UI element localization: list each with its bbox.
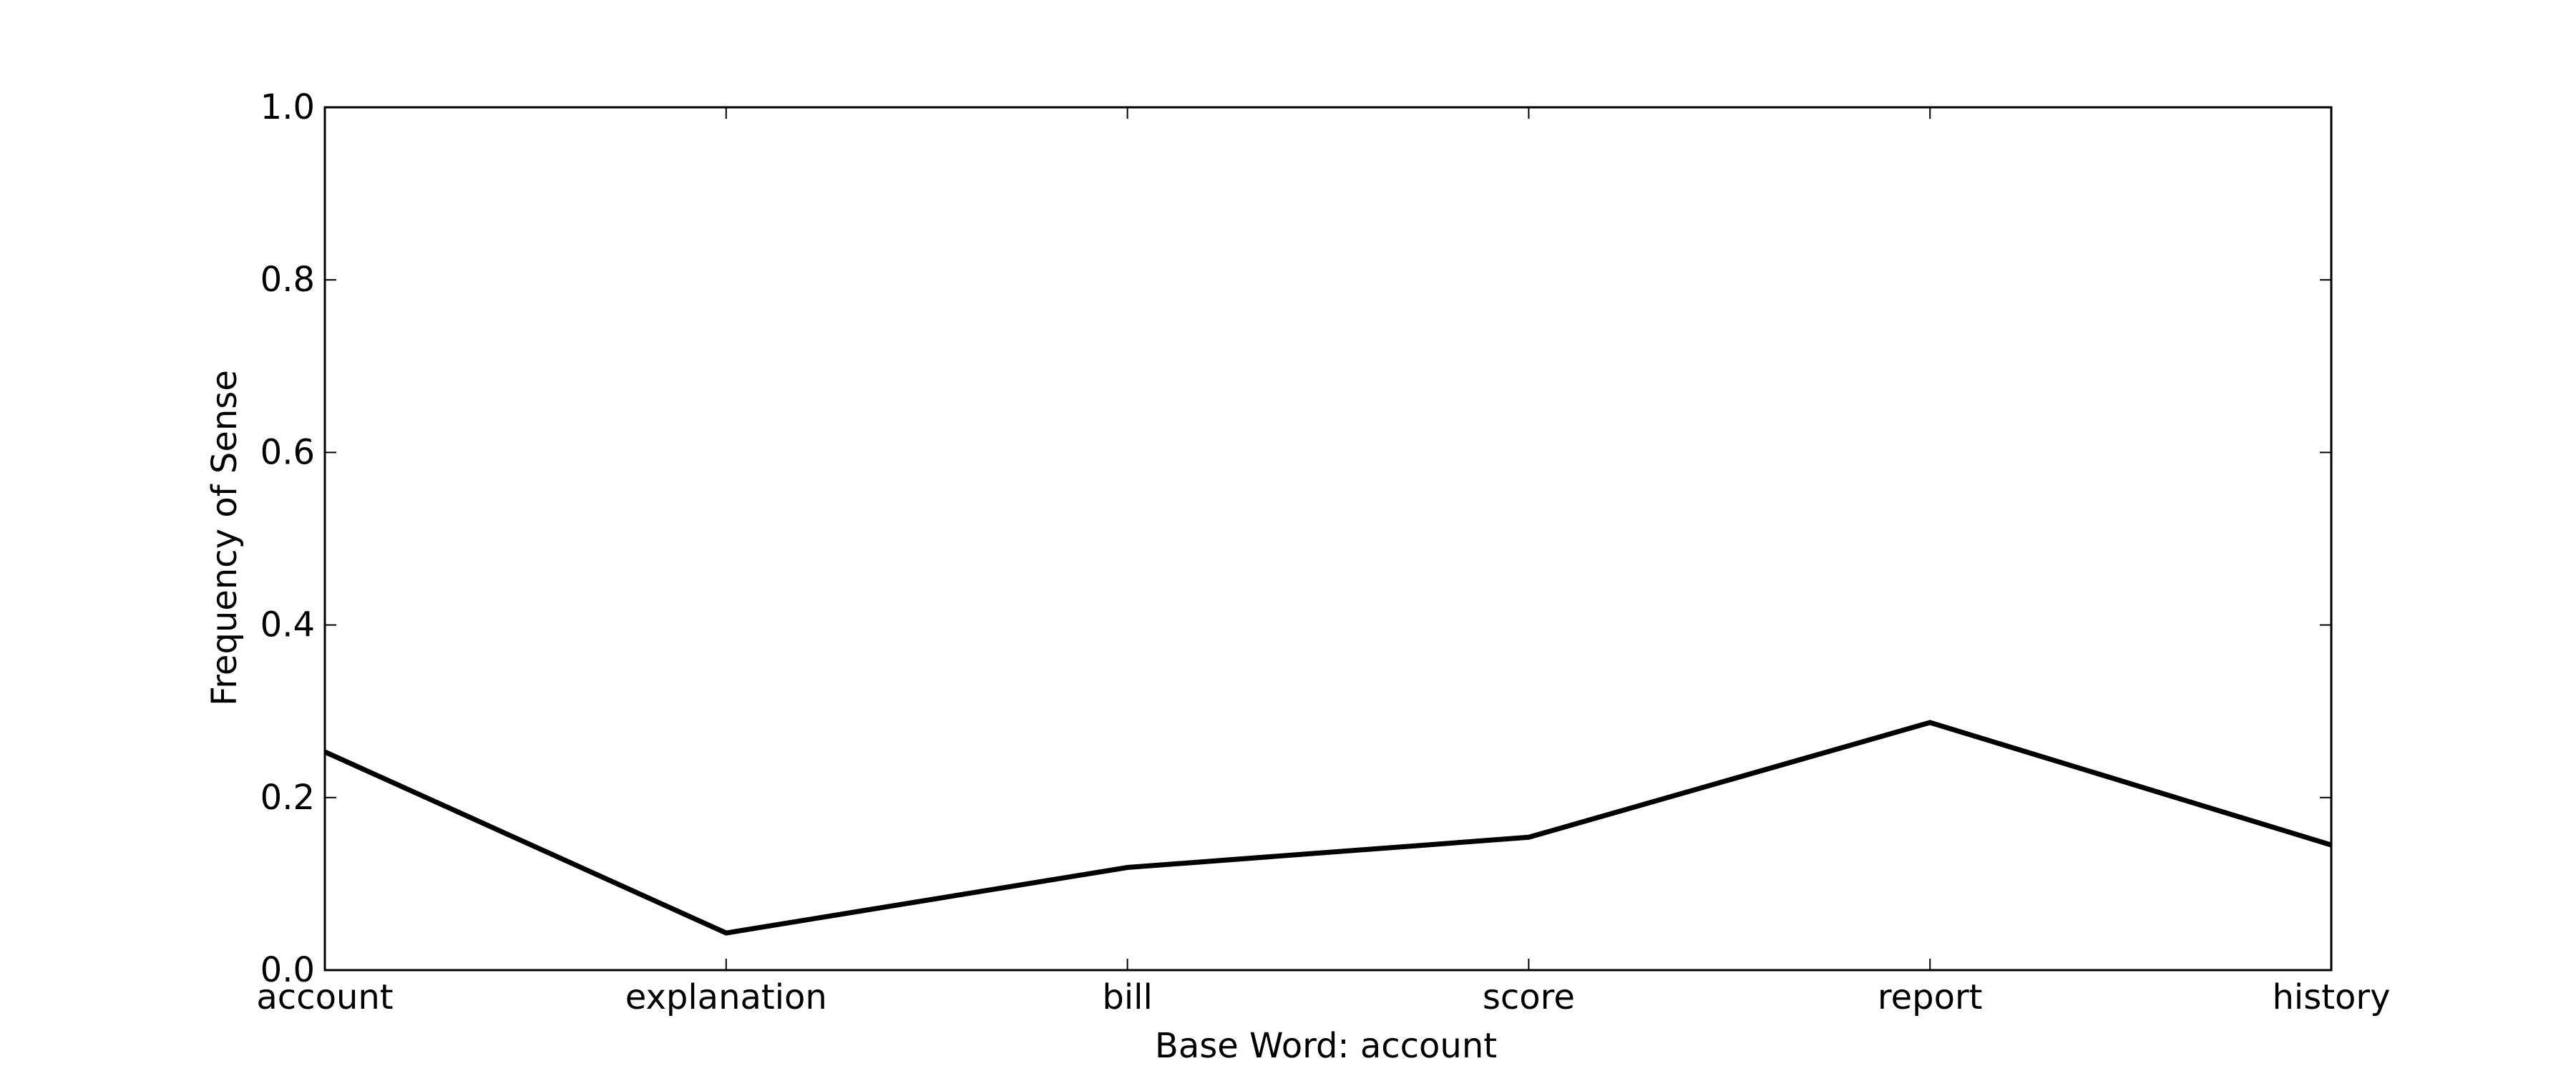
y-tick-label: 0.2 [260, 778, 315, 818]
x-tick-label: explanation [625, 977, 827, 1017]
x-tick-label: score [1483, 977, 1575, 1017]
y-tick-label: 0.4 [260, 605, 315, 645]
x-tick-label: history [2272, 977, 2390, 1017]
series-line-0 [323, 720, 2333, 936]
y-axis-label: Frequency of Sense [205, 370, 245, 706]
x-tick-label: account [256, 977, 393, 1017]
x-tick-label: report [1878, 977, 1983, 1017]
y-tick-label: 0.6 [260, 432, 315, 472]
y-tick-label: 0.0 [260, 950, 315, 990]
y-tick-label: 0.8 [260, 260, 315, 300]
x-tick-label: bill [1102, 977, 1152, 1017]
axes-frame [323, 106, 2333, 972]
y-tick-label: 1.0 [260, 87, 315, 127]
x-axis-label: Base Word: account [1155, 1026, 1497, 1066]
plot-area: 0.0 0.2 0.4 0.6 0.8 1.0 account explanation bill… [256, 87, 2390, 1017]
